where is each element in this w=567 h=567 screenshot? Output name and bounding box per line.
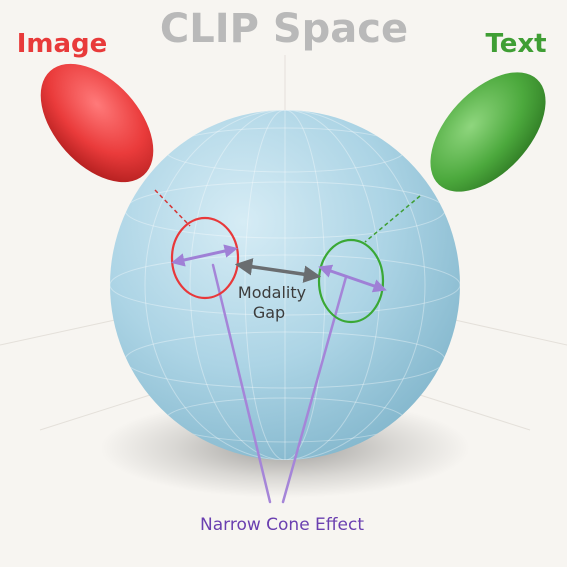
narrow-cone-lines: [211, 263, 348, 504]
image-cone-arrow: [171, 244, 238, 267]
modality-gap-label-line2: Gap: [253, 303, 285, 322]
image-embedding-blob: [40, 63, 154, 183]
text-cone-arrow: [318, 264, 387, 293]
text-label: Text: [485, 29, 546, 59]
text-embedding-blob: [430, 72, 546, 192]
image-connector: [154, 189, 191, 227]
text-connector: [364, 195, 421, 243]
modality-gap-arrow: [234, 258, 322, 283]
page-title: CLIP Space: [160, 6, 408, 52]
sphere: [110, 110, 460, 460]
image-label: Image: [17, 29, 108, 59]
modality-gap-label-line1: Modality: [238, 283, 306, 302]
narrow-cone-label: Narrow Cone Effect: [200, 515, 364, 535]
perspective-lines: [0, 55, 567, 431]
